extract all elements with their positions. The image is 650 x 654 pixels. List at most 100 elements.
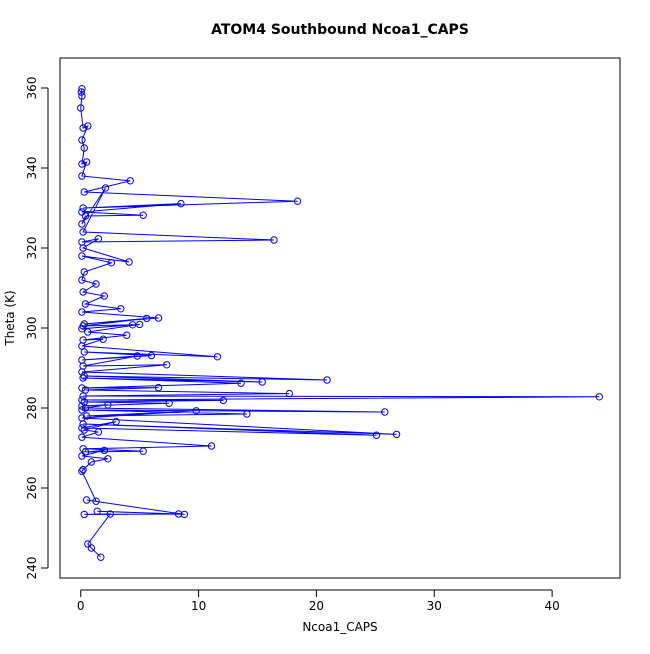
point xyxy=(77,104,85,112)
point xyxy=(78,276,86,284)
x-tick-label: 20 xyxy=(309,599,324,613)
point xyxy=(78,424,86,432)
x-axis-label: Ncoa1_CAPS xyxy=(302,620,377,634)
point xyxy=(112,417,120,426)
point xyxy=(243,410,251,418)
point xyxy=(293,197,302,205)
point xyxy=(133,352,142,360)
point xyxy=(285,389,294,398)
point xyxy=(82,158,91,166)
point xyxy=(78,172,86,180)
point xyxy=(92,497,100,505)
point xyxy=(79,374,87,382)
point xyxy=(154,314,163,322)
point xyxy=(81,300,90,308)
point xyxy=(79,124,87,132)
point xyxy=(92,280,100,288)
point xyxy=(94,428,103,436)
point xyxy=(81,404,90,412)
point xyxy=(97,553,105,561)
point xyxy=(78,92,86,100)
point xyxy=(104,455,112,463)
point xyxy=(139,447,147,455)
point xyxy=(100,446,109,455)
point xyxy=(87,544,96,552)
point xyxy=(213,353,222,361)
point xyxy=(78,220,86,228)
point xyxy=(84,122,92,130)
point xyxy=(78,252,86,260)
point xyxy=(595,393,603,401)
point xyxy=(80,268,88,276)
point xyxy=(79,204,87,212)
point xyxy=(323,376,331,384)
point xyxy=(84,328,92,336)
point xyxy=(82,496,91,504)
point xyxy=(125,258,133,266)
chart-title: ATOM4 Southbound Ncoa1_CAPS xyxy=(211,22,469,38)
point xyxy=(126,177,134,185)
point xyxy=(147,351,156,360)
point xyxy=(78,433,86,441)
x-tick-label: 30 xyxy=(427,599,442,613)
point xyxy=(143,314,151,323)
point xyxy=(392,430,401,439)
y-tick-label: 320 xyxy=(25,237,39,260)
x-tick-label: 40 xyxy=(544,599,559,613)
point xyxy=(78,160,86,168)
point xyxy=(78,467,86,475)
point xyxy=(87,458,96,466)
point xyxy=(78,308,86,316)
point xyxy=(104,401,112,409)
point xyxy=(80,348,88,356)
point xyxy=(78,406,86,414)
point xyxy=(79,244,87,252)
point xyxy=(381,408,389,416)
point xyxy=(135,320,144,329)
point xyxy=(207,442,216,450)
plot-frame xyxy=(59,57,621,579)
y-tick-label: 360 xyxy=(25,77,39,100)
point xyxy=(177,199,185,208)
point xyxy=(79,228,87,236)
point xyxy=(78,402,86,410)
point xyxy=(101,184,110,192)
point xyxy=(80,144,88,152)
point xyxy=(80,426,88,434)
point xyxy=(78,325,86,333)
y-tick-label: 240 xyxy=(25,557,39,580)
point xyxy=(80,510,88,519)
point xyxy=(93,507,101,515)
point xyxy=(237,379,245,387)
point xyxy=(106,510,114,518)
point xyxy=(77,88,86,96)
y-axis-label: Theta (K) xyxy=(3,290,17,346)
point xyxy=(154,383,163,392)
point xyxy=(163,361,171,369)
point xyxy=(117,305,125,313)
point xyxy=(219,396,228,405)
point xyxy=(100,292,109,300)
point xyxy=(123,331,131,339)
point xyxy=(94,235,103,243)
x-tick-label: 10 xyxy=(191,599,206,613)
point xyxy=(79,465,87,474)
point xyxy=(372,431,381,439)
point xyxy=(174,510,183,518)
point xyxy=(78,136,86,144)
point xyxy=(80,188,88,196)
point xyxy=(270,236,278,244)
x-tick-label: 0 xyxy=(77,599,85,613)
point xyxy=(78,384,86,392)
y-tick-label: 340 xyxy=(25,157,39,180)
point xyxy=(107,259,116,267)
y-tick-label: 260 xyxy=(25,477,39,500)
point xyxy=(81,212,90,220)
point xyxy=(82,412,91,420)
point xyxy=(78,85,86,93)
point xyxy=(165,399,173,407)
point xyxy=(99,335,107,343)
y-tick-label: 300 xyxy=(25,317,39,340)
point xyxy=(139,211,147,219)
